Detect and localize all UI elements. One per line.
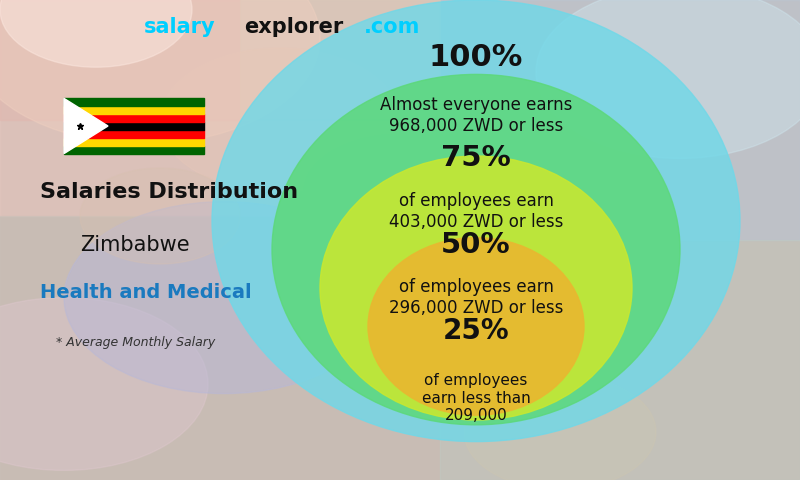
Bar (240, 0, 440, 120)
Bar (64, 138, 204, 146)
Bar (0, 0, 440, 216)
Ellipse shape (368, 238, 584, 415)
Text: 50%: 50% (441, 231, 511, 259)
Text: of employees earn
403,000 ZWD or less: of employees earn 403,000 ZWD or less (389, 192, 563, 230)
Text: 75%: 75% (441, 144, 511, 172)
Ellipse shape (320, 156, 632, 420)
Circle shape (0, 0, 320, 144)
Bar (64, 98, 204, 106)
Circle shape (80, 168, 240, 264)
Bar (64, 122, 204, 130)
Ellipse shape (212, 0, 740, 442)
Circle shape (0, 0, 192, 67)
Text: * Average Monthly Salary: * Average Monthly Salary (56, 336, 215, 349)
Bar (440, 240, 800, 480)
Text: Almost everyone earns
968,000 ZWD or less: Almost everyone earns 968,000 ZWD or les… (380, 96, 572, 134)
Text: explorer: explorer (244, 17, 343, 37)
Text: Zimbabwe: Zimbabwe (80, 235, 190, 255)
Polygon shape (64, 98, 108, 154)
Circle shape (0, 298, 208, 470)
Text: Health and Medical: Health and Medical (40, 283, 252, 302)
Bar (0, 0, 240, 120)
Ellipse shape (272, 74, 680, 425)
Text: of employees earn
296,000 ZWD or less: of employees earn 296,000 ZWD or less (389, 278, 563, 317)
Text: of employees
earn less than
209,000: of employees earn less than 209,000 (422, 373, 530, 423)
Bar (64, 130, 204, 138)
Bar (64, 146, 204, 154)
Circle shape (64, 202, 384, 394)
Bar (64, 106, 204, 114)
Text: 100%: 100% (429, 43, 523, 72)
Bar (440, 0, 800, 240)
Text: 25%: 25% (442, 317, 510, 345)
Bar (64, 114, 204, 122)
Text: .com: .com (364, 17, 420, 37)
Circle shape (536, 0, 800, 158)
Circle shape (304, 134, 496, 250)
Text: Salaries Distribution: Salaries Distribution (40, 182, 298, 203)
Text: salary: salary (144, 17, 216, 37)
Circle shape (464, 374, 656, 480)
Circle shape (160, 48, 400, 192)
Bar (0, 216, 440, 480)
